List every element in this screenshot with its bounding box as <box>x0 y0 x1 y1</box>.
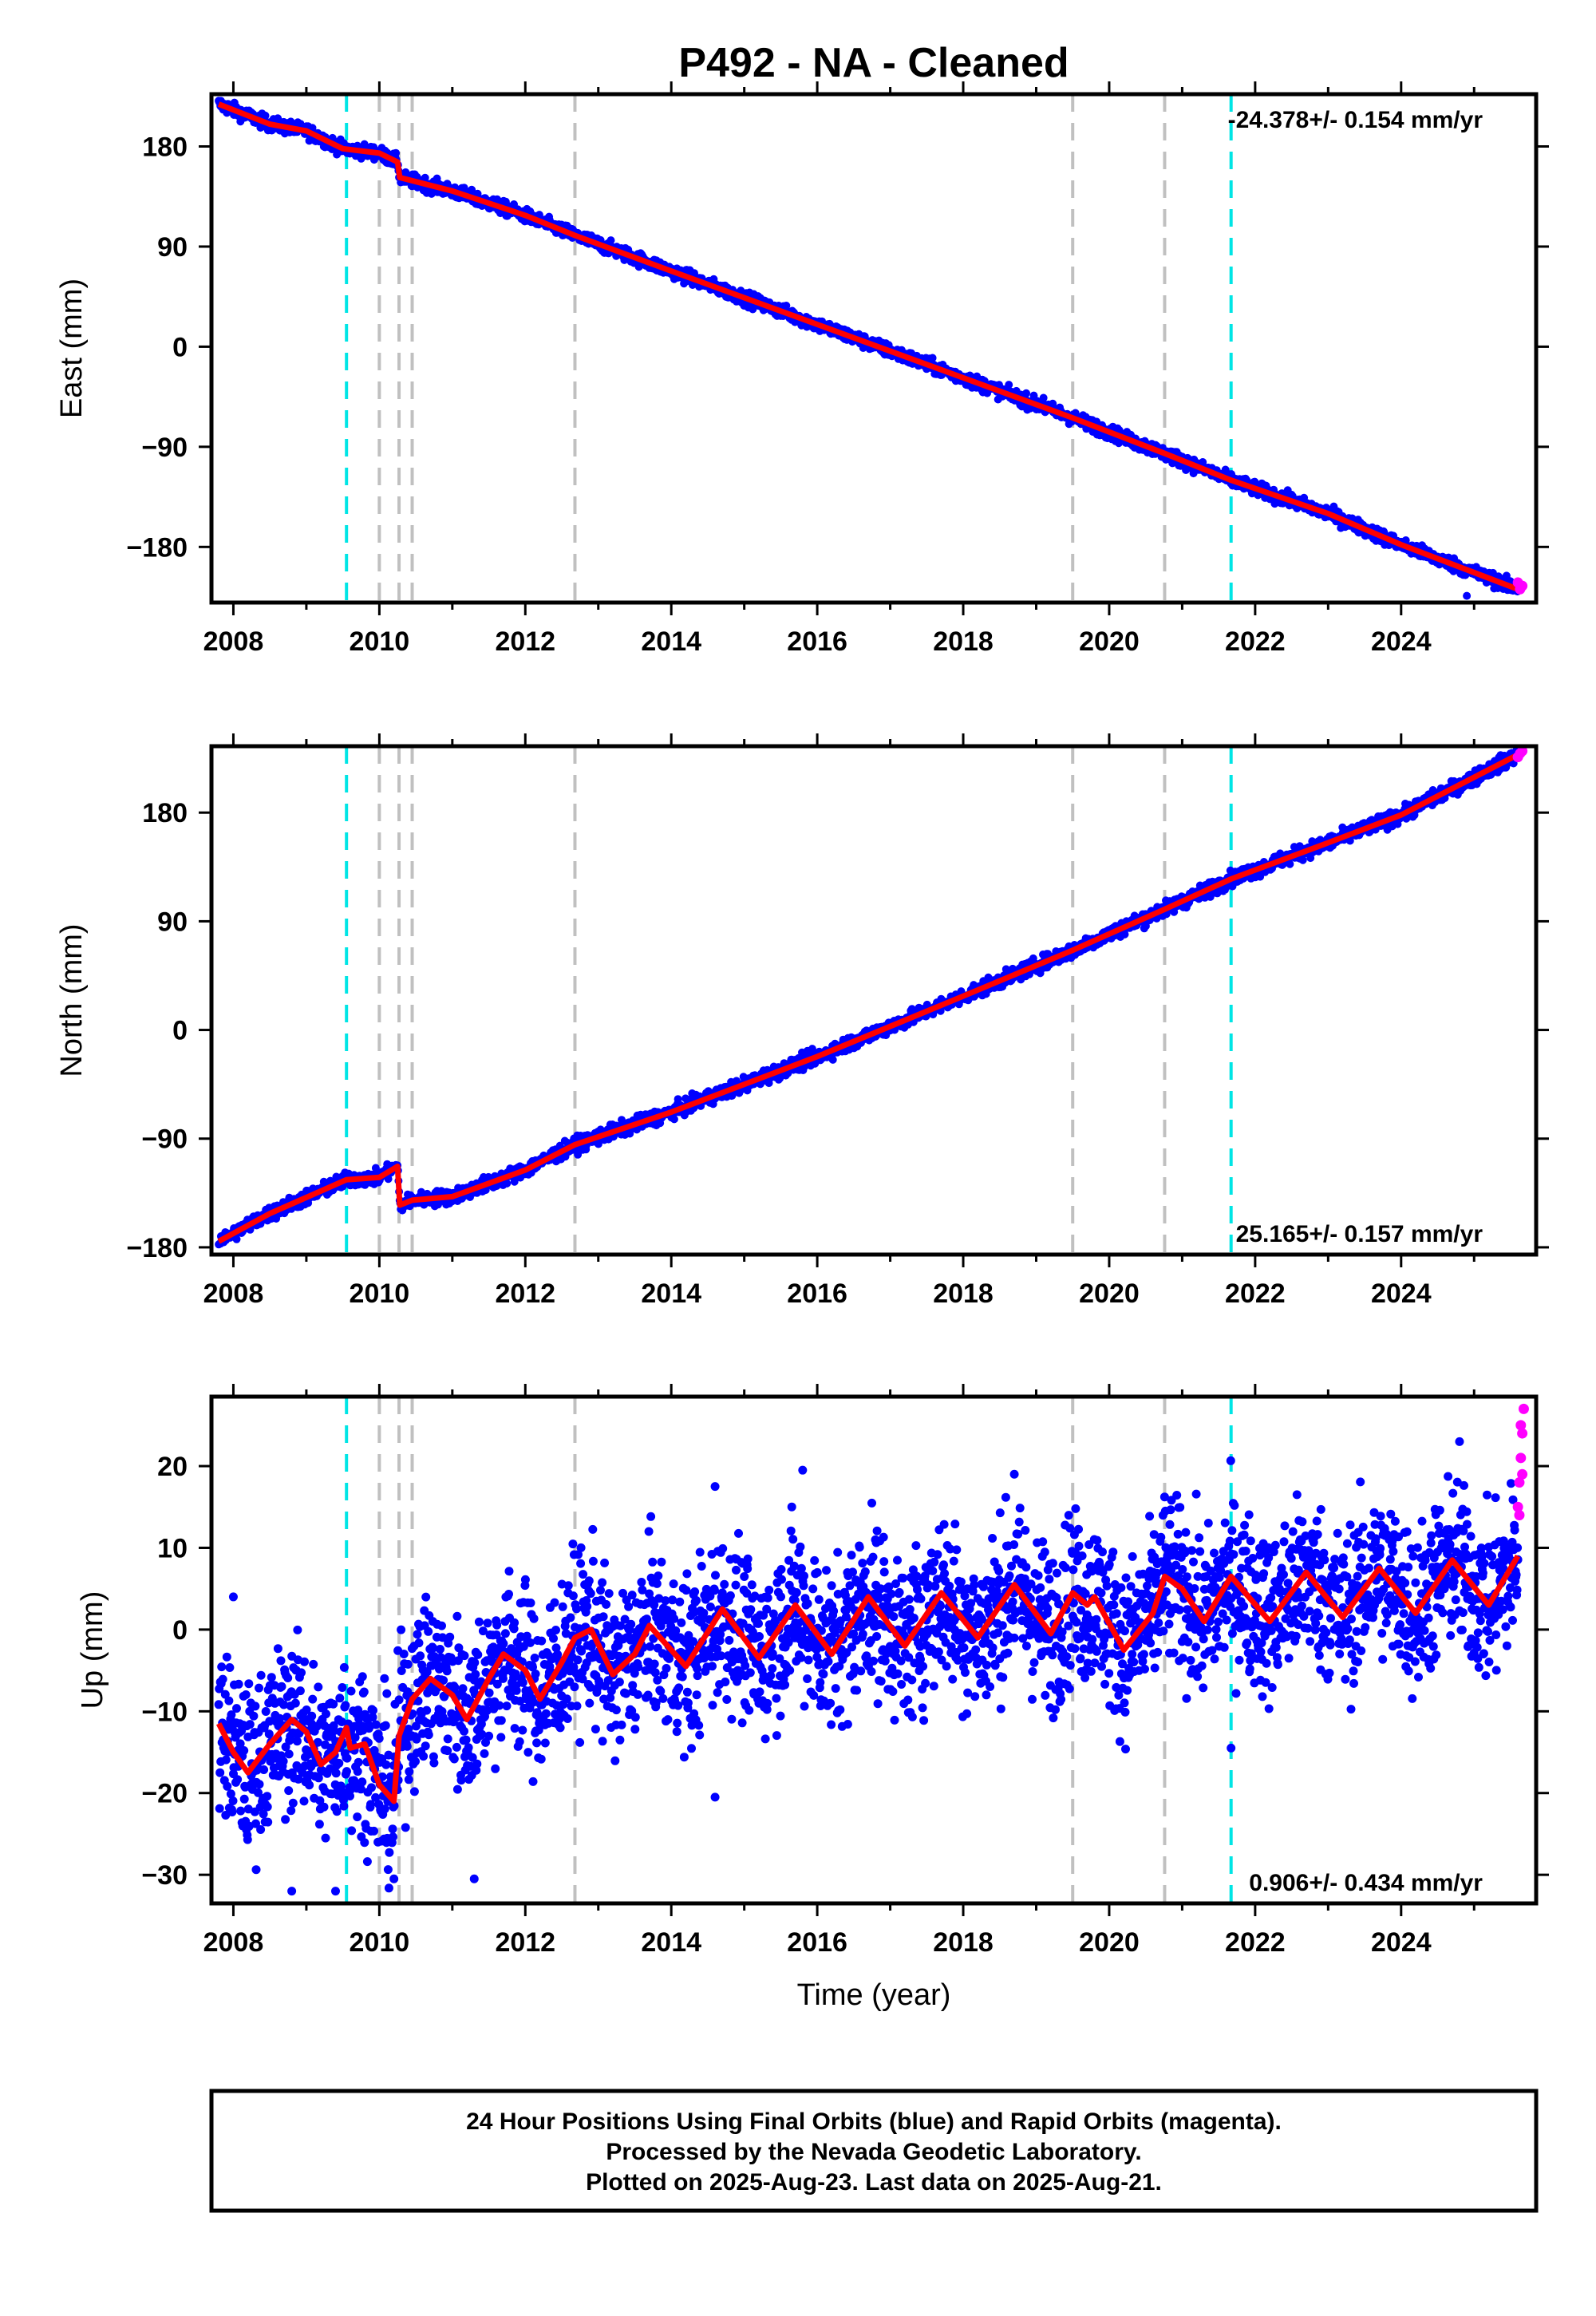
north-model-line <box>217 752 1519 1244</box>
footer-line-3: Plotted on 2025-Aug-23. Last data on 202… <box>586 2169 1162 2195</box>
north-y-tick-label-3: −90 <box>141 1124 188 1155</box>
north-y-tick-label-2: 0 <box>172 1016 188 1046</box>
north-x-tick-label-3: 2014 <box>641 1279 701 1309</box>
up-x-tick-label-0: 2008 <box>203 1927 264 1958</box>
up-y-tick-label-0: 20 <box>157 1452 188 1482</box>
east-x-tick-label-3: 2014 <box>641 626 701 657</box>
up-rapid-orbit-point-7 <box>1515 1420 1527 1431</box>
up-y-tick-label-5: −30 <box>141 1860 188 1891</box>
north-y-tick-label-1: 90 <box>157 907 188 937</box>
up-outlier-point-2 <box>330 1887 340 1896</box>
up-rapid-orbit-point-3 <box>1517 1428 1528 1439</box>
east-x-tick-label-5: 2018 <box>933 626 994 657</box>
up-rapid-orbit-point-4 <box>1518 1403 1529 1414</box>
north-x-tick-label-7: 2022 <box>1225 1279 1286 1309</box>
east-outlier-point-1 <box>1463 591 1472 600</box>
north-x-tick-label-5: 2018 <box>933 1279 994 1309</box>
east-x-tick-label-6: 2020 <box>1079 626 1140 657</box>
up-x-tick-label-2: 2012 <box>495 1927 555 1958</box>
up-y-tick-label-1: 10 <box>157 1533 188 1563</box>
east-model-line <box>217 101 1519 592</box>
east-x-tick-label-0: 2008 <box>203 626 264 657</box>
up-final-orbit-points <box>214 1456 1523 1893</box>
east-final-orbit-points <box>215 97 1523 596</box>
up-x-tick-label-7: 2022 <box>1225 1927 1286 1958</box>
up-rapid-orbit-point-2 <box>1515 1452 1527 1464</box>
north-x-tick-label-2: 2012 <box>495 1279 555 1309</box>
north-y-axis-label: North (mm) <box>55 923 89 1077</box>
up-outlier-point-4 <box>469 1874 479 1883</box>
east-y-axis-label: East (mm) <box>55 279 89 418</box>
x-axis-label: Time (year) <box>797 1978 951 2012</box>
up-rapid-orbit-point-1 <box>1514 1477 1525 1488</box>
north-plot-frame <box>209 744 1539 1257</box>
north-rapid-orbit-point-2 <box>1517 745 1528 757</box>
east-y-tick-label-3: −90 <box>141 433 188 463</box>
north-rate-label: 25.165+/- 0.157 mm/yr <box>1236 1221 1483 1247</box>
up-y-tick-label-3: −10 <box>141 1697 188 1727</box>
footer-line-1: 24 Hour Positions Using Final Orbits (bl… <box>466 2109 1282 2135</box>
east-x-tick-label-2: 2012 <box>495 626 555 657</box>
footer-line-2: Processed by the Nevada Geodetic Laborat… <box>606 2139 1141 2165</box>
east-y-tick-label-2: 0 <box>172 332 188 362</box>
up-x-tick-label-6: 2020 <box>1079 1927 1140 1958</box>
east-rapid-orbit-point-2 <box>1517 580 1528 591</box>
up-plot-frame <box>209 1394 1539 1906</box>
north-y-tick-label-0: 180 <box>142 798 188 828</box>
up-x-tick-label-1: 2010 <box>350 1927 410 1958</box>
up-outlier-point-3 <box>389 1874 399 1883</box>
footer-frame <box>209 2089 1539 2213</box>
footer-box: 24 Hour Positions Using Final Orbits (bl… <box>209 2089 1539 2213</box>
east-y-tick-label-4: −180 <box>126 532 188 563</box>
up-outlier-point-1 <box>287 1887 297 1896</box>
chart-title: P492 - NA - Cleaned <box>678 40 1069 86</box>
up-outlier-point-7 <box>798 1465 808 1475</box>
up-outlier-point-8 <box>1009 1469 1019 1479</box>
up-rapid-orbit-point-6 <box>1517 1468 1528 1480</box>
up-y-tick-label-4: −20 <box>141 1779 188 1809</box>
up-outlier-point-9 <box>1227 1743 1236 1753</box>
up-rapid-orbit-point-5 <box>1514 1510 1525 1521</box>
up-y-tick-label-2: 0 <box>172 1615 188 1646</box>
north-x-tick-label-1: 2010 <box>350 1279 410 1309</box>
east-x-tick-label-8: 2024 <box>1371 626 1432 657</box>
up-outlier-point-5 <box>710 1482 720 1492</box>
north-y-tick-label-4: −180 <box>126 1233 188 1263</box>
east-x-tick-label-1: 2010 <box>350 626 410 657</box>
east-y-tick-label-1: 90 <box>157 232 188 263</box>
up-x-tick-label-8: 2024 <box>1371 1927 1432 1958</box>
up-panel: 2008 2010 2012 2014 2016 2018 2020 2022 20242010… <box>76 1384 1549 1958</box>
north-x-tick-label-0: 2008 <box>203 1279 264 1309</box>
east-y-tick-label-0: 180 <box>142 132 188 163</box>
up-x-tick-label-3: 2014 <box>641 1927 701 1958</box>
up-rapid-orbit-point-0 <box>1512 1501 1523 1512</box>
up-y-axis-label: Up (mm) <box>76 1591 109 1709</box>
up-outlier-point-6 <box>710 1792 720 1802</box>
up-outlier-point-0 <box>228 1592 238 1602</box>
north-x-tick-label-8: 2024 <box>1371 1279 1432 1309</box>
up-x-tick-label-4: 2016 <box>787 1927 847 1958</box>
north-x-tick-label-4: 2016 <box>787 1279 847 1309</box>
east-plot-frame <box>209 92 1539 605</box>
up-outlier-point-10 <box>1455 1437 1464 1446</box>
up-rate-label: 0.906+/- 0.434 mm/yr <box>1249 1870 1483 1896</box>
east-x-tick-label-7: 2022 <box>1225 626 1286 657</box>
north-x-tick-label-6: 2020 <box>1079 1279 1140 1309</box>
up-x-tick-label-5: 2018 <box>933 1927 994 1958</box>
east-rate-label: -24.378+/- 0.154 mm/yr <box>1228 107 1483 133</box>
east-x-tick-label-4: 2016 <box>787 626 847 657</box>
east-outlier-point-0 <box>1039 393 1048 402</box>
east-panel: 2008 2010 2012 2014 2016 2018 2020 2022 2024 180 9… <box>55 81 1549 657</box>
up-model-line <box>215 1554 1521 1804</box>
north-panel: 2008 2010 2012 2014 2016 2018 2020 2022 2024 180 9… <box>55 733 1549 1309</box>
